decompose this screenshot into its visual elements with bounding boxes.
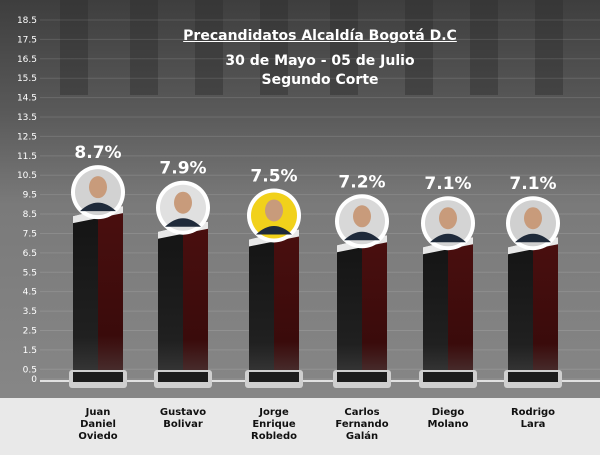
avatar-shoulders xyxy=(515,233,551,243)
y-tick-label: 18.5 xyxy=(17,16,37,26)
avatar-face xyxy=(89,176,107,199)
chart-title: Precandidatos Alcaldía Bogotá D.C xyxy=(183,28,457,44)
y-tick-label: 6.5 xyxy=(23,249,37,259)
bar-left-face xyxy=(423,241,448,379)
category-label: Diego Molano xyxy=(427,407,469,430)
bar-base-inner xyxy=(249,372,299,382)
avatar-shoulders xyxy=(430,233,466,243)
bar-right-face xyxy=(448,237,473,379)
avatar-shoulders xyxy=(80,202,116,212)
avatar-face xyxy=(174,191,192,214)
avatar-face xyxy=(265,199,283,222)
y-tick-label: 10.5 xyxy=(17,171,37,181)
y-tick-label: 0 xyxy=(31,375,37,385)
candidate-names-band: Juan Daniel Oviedo Gustavo Bolivar Jorge… xyxy=(0,398,600,455)
y-tick-label: 8.5 xyxy=(23,210,37,220)
avatar-shoulders xyxy=(344,231,380,241)
bar-base-inner xyxy=(337,372,387,382)
bar-base-inner xyxy=(73,372,123,382)
background-column xyxy=(330,0,358,95)
bar-base-inner xyxy=(423,372,473,382)
bar-left-face xyxy=(158,225,183,379)
background-column xyxy=(470,0,498,95)
value-label: 7.2% xyxy=(338,172,385,192)
bar-base-inner xyxy=(158,372,208,382)
y-tick-label: 9.5 xyxy=(23,191,37,201)
bar-left-face xyxy=(73,210,98,379)
bar-right-face xyxy=(362,235,387,379)
background-column xyxy=(260,0,288,95)
y-tick-label: 11.5 xyxy=(17,152,37,162)
value-label: 7.5% xyxy=(250,166,297,186)
background-column xyxy=(195,0,223,95)
avatar-shoulders xyxy=(256,225,292,235)
background-column xyxy=(535,0,563,95)
category-label: Jorge Enrique Robledo xyxy=(251,407,297,442)
y-tick-label: 7.5 xyxy=(23,229,37,239)
background-column xyxy=(405,0,433,95)
chart-subtitle: 30 de Mayo - 05 de Julio xyxy=(225,53,415,69)
category-label: Gustavo Bolivar xyxy=(159,407,207,430)
y-tick-label: 5.5 xyxy=(23,268,37,278)
category-label: Carlos Fernando Galán xyxy=(335,407,389,442)
avatar-face xyxy=(353,205,371,228)
y-tick-label: 13.5 xyxy=(17,113,37,123)
chart-subtitle-2: Segundo Corte xyxy=(261,72,379,88)
bar-right-face xyxy=(274,229,299,379)
bar-base-inner xyxy=(508,372,558,382)
y-tick-label: 17.5 xyxy=(17,35,37,45)
bar-left-face xyxy=(508,241,533,379)
y-tick-label: 14.5 xyxy=(17,94,37,104)
y-tick-label: 12.5 xyxy=(17,132,37,142)
bar-right-face xyxy=(183,221,208,379)
y-tick-label: 15.5 xyxy=(17,74,37,84)
bar-left-face xyxy=(337,239,362,379)
y-tick-label: 2.5 xyxy=(23,326,37,336)
bar-left-face xyxy=(249,233,274,379)
y-tick-label: 3.5 xyxy=(23,307,37,317)
bar-right-face xyxy=(533,237,558,379)
category-label: Rodrigo Lara xyxy=(510,407,556,430)
category-label: Juan Daniel Oviedo xyxy=(78,407,118,442)
value-label: 7.9% xyxy=(159,159,206,179)
avatar-face xyxy=(439,207,457,230)
y-tick-label: 1.5 xyxy=(23,346,37,356)
background-column xyxy=(60,0,88,95)
value-label: 7.1% xyxy=(509,174,556,194)
avatar-shoulders xyxy=(165,218,201,227)
value-label: 7.1% xyxy=(424,174,471,194)
avatar-face xyxy=(524,207,542,230)
background-column xyxy=(130,0,158,95)
bar-right-face xyxy=(98,206,123,379)
y-tick-label: 16.5 xyxy=(17,55,37,65)
y-tick-label: 4.5 xyxy=(23,288,37,298)
y-tick-label: 0.5 xyxy=(23,365,37,375)
value-label: 8.7% xyxy=(74,143,121,163)
